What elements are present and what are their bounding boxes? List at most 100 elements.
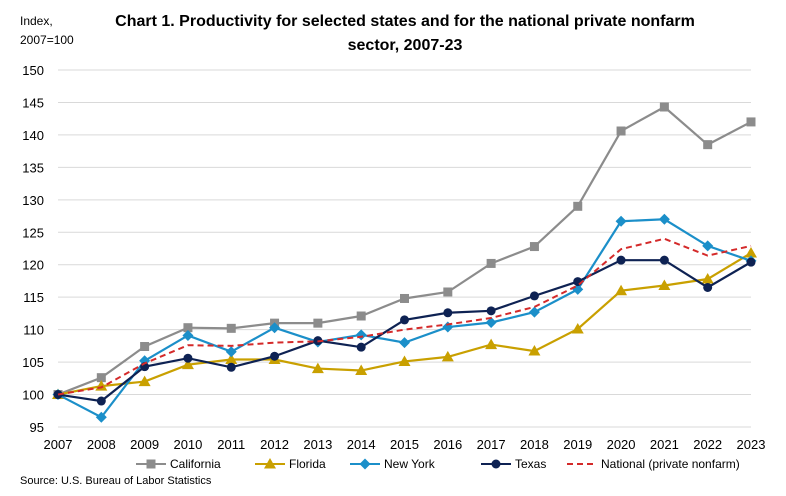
legend-label-national-private-nonfarm: National (private nonfarm): [601, 457, 740, 471]
legend-marker-texas: [491, 459, 501, 469]
x-tick-label: 2022: [693, 437, 722, 452]
legend-item-national-private-nonfarm: National (private nonfarm): [567, 457, 740, 471]
point-texas: [96, 396, 106, 406]
point-texas: [400, 315, 409, 325]
y-tick-label: 125: [22, 225, 44, 240]
y-tick-label: 120: [22, 258, 44, 273]
legend-item-florida: Florida: [255, 457, 326, 471]
legend-marker-new-york: [359, 458, 371, 470]
point-texas: [703, 282, 713, 292]
point-california: [573, 201, 583, 211]
x-tick-label: 2021: [650, 437, 679, 452]
point-texas: [226, 362, 236, 372]
point-new-york: [95, 411, 107, 423]
legend-label-new-york: New York: [384, 457, 436, 471]
x-tick-label: 2020: [607, 437, 636, 452]
x-tick-label: 2014: [347, 437, 376, 452]
x-tick-label: 2017: [477, 437, 506, 452]
series-lines: [52, 102, 757, 423]
x-tick-label: 2016: [433, 437, 462, 452]
y-axis-ticks: 95 100 105 110 115 120 125 130 135 140 145 150: [22, 63, 44, 435]
point-california: [356, 311, 366, 321]
y-tick-label: 140: [22, 128, 44, 143]
point-new-york: [485, 316, 497, 328]
line-national-private-nonfarm: [57, 237, 752, 396]
y-axis-label-line-2: 2007=100: [20, 33, 74, 47]
x-tick-label: 2008: [87, 437, 116, 452]
legend-item-california: California: [136, 457, 221, 471]
point-california: [746, 117, 756, 127]
x-tick-label: 2011: [217, 437, 245, 452]
y-axis-label-line-1: Index,: [20, 14, 53, 28]
point-california: [529, 242, 539, 252]
y-tick-label: 130: [22, 193, 44, 208]
point-new-york: [355, 329, 367, 341]
series-florida: [52, 247, 757, 400]
point-florida: [658, 279, 671, 290]
x-axis-ticks: 2007 2008 2009 2010 2011 2012 2013 2014 2015 2016…: [44, 437, 766, 452]
point-new-york: [615, 215, 627, 227]
point-california: [226, 323, 236, 333]
x-tick-label: 2007: [44, 437, 73, 452]
y-tick-label: 135: [22, 160, 44, 175]
point-new-york: [399, 337, 410, 349]
legend-item-new-york: New York: [350, 457, 436, 471]
x-tick-label: 2015: [390, 437, 419, 452]
series-california: [53, 102, 756, 400]
point-new-york: [225, 346, 237, 358]
point-california: [443, 287, 453, 297]
series-texas: [53, 255, 756, 406]
legend: California Florida New York Texas National (…: [136, 457, 740, 471]
legend-label-california: California: [170, 457, 221, 471]
point-california: [140, 342, 150, 352]
x-tick-label: 2012: [260, 437, 289, 452]
point-california: [96, 373, 106, 383]
point-california: [313, 318, 323, 328]
y-tick-label: 145: [22, 95, 44, 110]
legend-label-florida: Florida: [289, 457, 326, 471]
y-tick-label: 105: [22, 355, 44, 370]
point-new-york: [702, 240, 714, 252]
point-florida: [355, 364, 368, 376]
x-tick-label: 2010: [173, 437, 202, 452]
point-california: [400, 293, 409, 303]
chart-title-line-1: Chart 1. Productivity for selected state…: [115, 13, 695, 30]
point-florida: [225, 353, 238, 364]
y-tick-label: 115: [23, 290, 44, 305]
legend-marker-florida: [264, 458, 276, 469]
source-note: Source: U.S. Bureau of Labor Statistics: [20, 475, 212, 487]
x-tick-label: 2013: [303, 437, 332, 452]
point-texas: [486, 306, 496, 316]
gridlines: [58, 69, 751, 428]
point-new-york: [182, 329, 194, 341]
y-tick-label: 110: [23, 323, 44, 338]
point-florida: [745, 247, 757, 258]
point-california: [703, 140, 713, 150]
point-texas: [529, 291, 539, 301]
point-florida: [615, 284, 628, 296]
x-tick-label: 2009: [130, 437, 159, 452]
point-texas: [616, 255, 626, 265]
series-national-private-nonfarm: [57, 237, 752, 396]
point-florida: [311, 362, 324, 374]
chart-title-line-2: sector, 2007-23: [348, 37, 463, 54]
point-florida: [701, 273, 714, 284]
point-california: [616, 126, 626, 136]
point-florida: [398, 355, 411, 366]
point-florida: [571, 322, 584, 334]
x-tick-label: 2018: [520, 437, 549, 452]
x-tick-label: 2019: [563, 437, 592, 452]
point-florida: [485, 338, 498, 350]
point-florida: [528, 345, 541, 356]
legend-marker-california: [146, 459, 156, 469]
point-new-york: [658, 213, 670, 225]
legend-label-texas: Texas: [515, 457, 546, 471]
point-california: [659, 102, 669, 112]
point-texas: [183, 353, 193, 363]
point-florida: [441, 350, 454, 362]
y-tick-label: 100: [22, 388, 44, 403]
point-texas: [746, 257, 756, 267]
y-tick-label: 150: [22, 63, 44, 78]
point-new-york: [528, 306, 540, 318]
